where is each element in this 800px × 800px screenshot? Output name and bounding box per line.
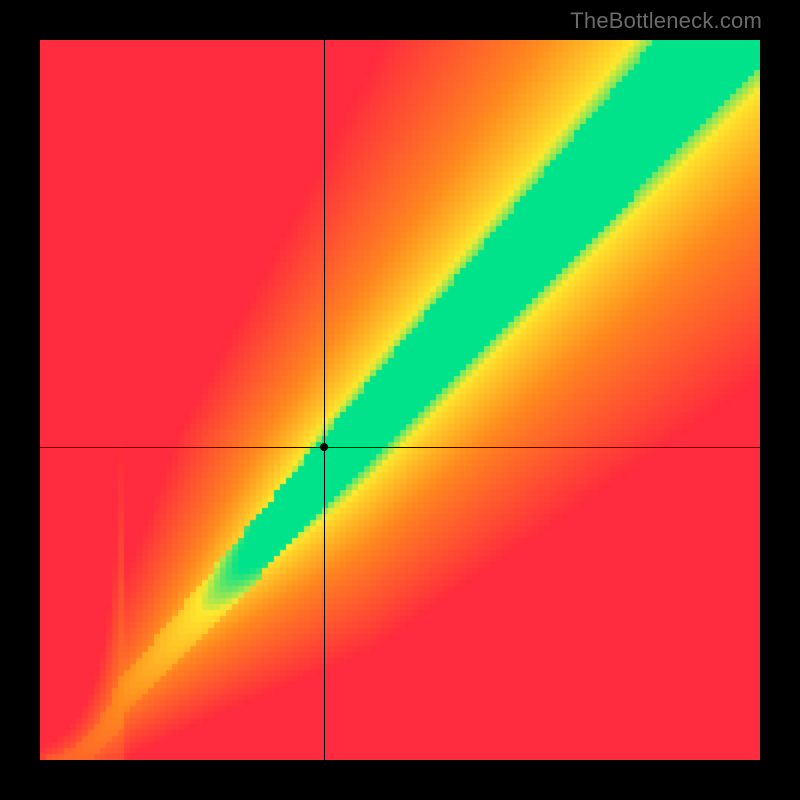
watermark-text: TheBottleneck.com: [570, 8, 762, 34]
chart-container: TheBottleneck.com: [0, 0, 800, 800]
heatmap-canvas: [40, 40, 760, 760]
plot-area: [40, 40, 760, 760]
crosshair-horizontal: [40, 447, 760, 448]
crosshair-vertical: [324, 40, 325, 760]
crosshair-marker: [320, 443, 328, 451]
